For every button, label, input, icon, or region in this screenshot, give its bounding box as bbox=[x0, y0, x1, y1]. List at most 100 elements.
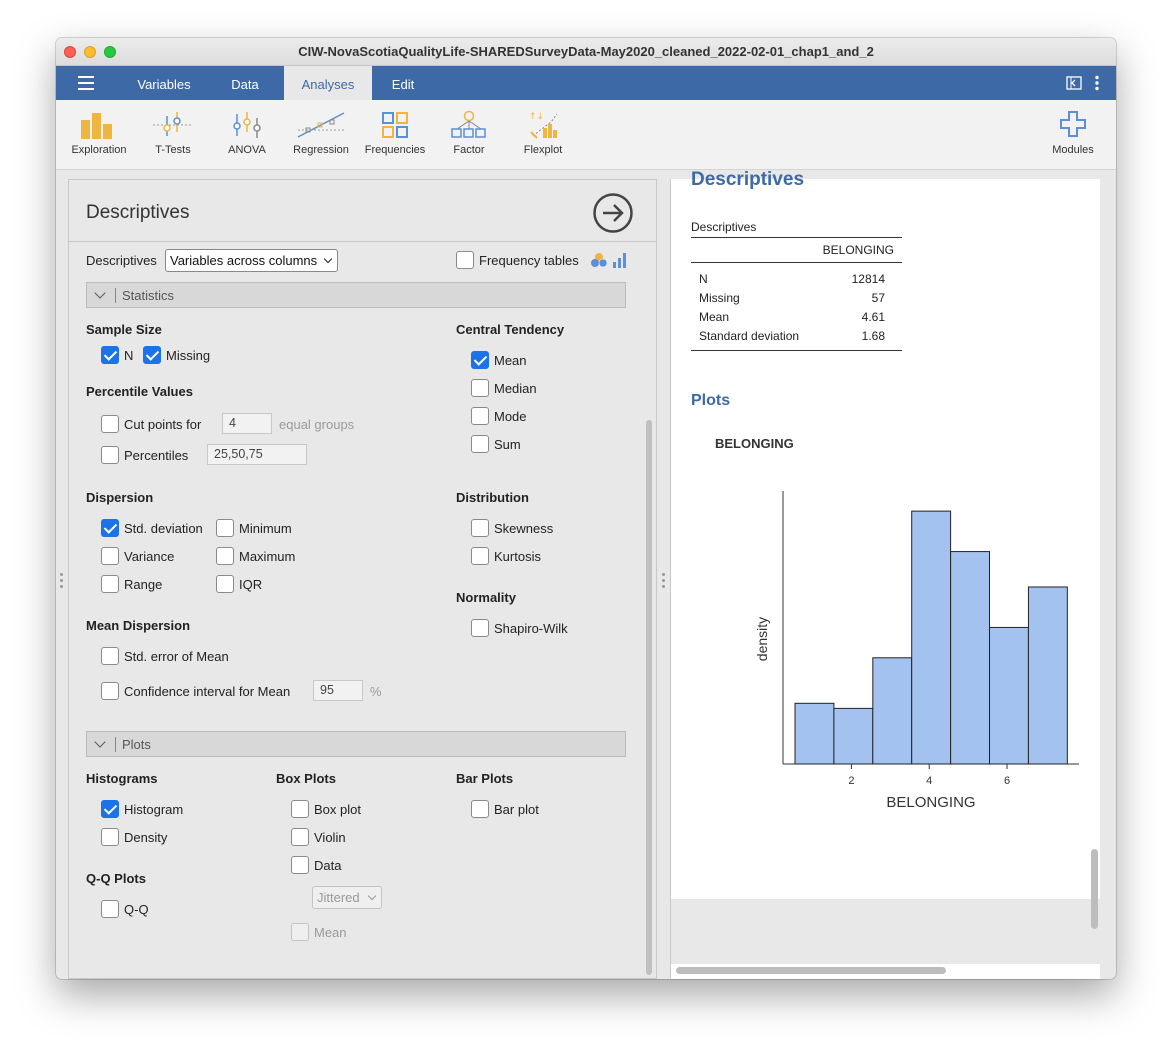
iqr-checkbox[interactable] bbox=[216, 575, 234, 593]
cut-points-checkbox[interactable] bbox=[101, 415, 119, 433]
factor-button[interactable]: Factor bbox=[432, 110, 506, 156]
kurtosis-label: Kurtosis bbox=[494, 549, 541, 564]
left-splitter-handle[interactable] bbox=[60, 573, 63, 589]
histogram-bar bbox=[950, 551, 991, 765]
right-splitter-handle[interactable] bbox=[662, 573, 665, 589]
n-checkbox[interactable] bbox=[101, 346, 119, 364]
box-plot-checkbox[interactable] bbox=[291, 800, 309, 818]
t-tests-label: T-Tests bbox=[155, 144, 191, 156]
boxplot-mean-checkbox[interactable] bbox=[291, 923, 309, 941]
missing-checkbox[interactable] bbox=[143, 346, 161, 364]
results-vertical-scrollbar[interactable] bbox=[1091, 849, 1098, 929]
ci-mean-checkbox[interactable] bbox=[101, 682, 119, 700]
anova-icon bbox=[233, 112, 261, 138]
mean-label: Mean bbox=[494, 353, 527, 368]
minimize-window-button[interactable] bbox=[84, 46, 96, 58]
qq-checkbox[interactable] bbox=[101, 900, 119, 918]
data-checkbox[interactable] bbox=[291, 856, 309, 874]
cut-points-input[interactable]: 4 bbox=[222, 413, 272, 434]
statistics-section-header[interactable]: Statistics bbox=[86, 282, 626, 308]
plots-section-header[interactable]: Plots bbox=[86, 731, 626, 757]
anova-button[interactable]: ANOVA bbox=[210, 110, 284, 156]
mean-checkbox[interactable] bbox=[471, 351, 489, 369]
tab-data[interactable]: Data bbox=[231, 77, 259, 92]
kurtosis-checkbox[interactable] bbox=[471, 547, 489, 565]
iqr-label: IQR bbox=[239, 577, 263, 592]
mode-switch-icon[interactable] bbox=[1066, 76, 1082, 90]
variance-label: Variance bbox=[124, 549, 175, 564]
boxplot-mean-label: Mean bbox=[314, 925, 347, 940]
skewness-label: Skewness bbox=[494, 521, 554, 536]
mode-checkbox[interactable] bbox=[471, 407, 489, 425]
ci-value-input[interactable]: 95 bbox=[313, 680, 363, 701]
density-checkbox[interactable] bbox=[101, 828, 119, 846]
maximum-checkbox[interactable] bbox=[216, 547, 234, 565]
svg-text:↑↓: ↑↓ bbox=[529, 112, 544, 122]
layout-value: Variables across columns bbox=[170, 253, 318, 268]
modules-label: Modules bbox=[1052, 144, 1094, 156]
x-tick-label: 2 bbox=[848, 775, 854, 787]
std-deviation-checkbox[interactable] bbox=[101, 519, 119, 537]
mean-dispersion-heading: Mean Dispersion bbox=[86, 618, 191, 633]
bar-plots-heading: Bar Plots bbox=[456, 771, 514, 786]
layout-select[interactable]: Variables across columns bbox=[165, 249, 338, 272]
violin-checkbox[interactable] bbox=[291, 828, 309, 846]
analysis-ribbon: Exploration T-Tests ANOVA Regression Fre… bbox=[56, 100, 1116, 170]
close-window-button[interactable] bbox=[64, 46, 76, 58]
jitter-select[interactable]: Jittered bbox=[312, 886, 382, 909]
regression-button[interactable]: Regression bbox=[284, 110, 358, 156]
exploration-icon bbox=[81, 113, 112, 139]
more-options-icon[interactable] bbox=[1094, 75, 1100, 91]
maximize-window-button[interactable] bbox=[104, 46, 116, 58]
x-axis-title: BELONGING bbox=[886, 794, 975, 811]
shapiro-wilk-checkbox[interactable] bbox=[471, 619, 489, 637]
violin-label: Violin bbox=[314, 830, 346, 845]
results-horizontal-scrollbar[interactable] bbox=[676, 967, 946, 974]
row-mean-label: Mean bbox=[699, 310, 730, 324]
normality-heading: Normality bbox=[456, 590, 516, 605]
percentiles-input[interactable]: 25,50,75 bbox=[207, 444, 307, 465]
frequencies-button[interactable]: Frequencies bbox=[358, 110, 432, 156]
frequency-tables-checkbox[interactable] bbox=[456, 251, 474, 269]
chevron-down-icon bbox=[323, 254, 333, 264]
frequencies-icon bbox=[382, 112, 408, 138]
bar-plot-checkbox[interactable] bbox=[471, 800, 489, 818]
se-mean-checkbox[interactable] bbox=[101, 647, 119, 665]
tab-analyses[interactable]: Analyses bbox=[284, 66, 372, 100]
hamburger-menu-icon[interactable] bbox=[78, 76, 94, 90]
tab-variables[interactable]: Variables bbox=[137, 77, 191, 92]
variance-checkbox[interactable] bbox=[101, 547, 119, 565]
median-checkbox[interactable] bbox=[471, 379, 489, 397]
analysis-title: Descriptives bbox=[86, 202, 190, 223]
tab-edit[interactable]: Edit bbox=[391, 77, 415, 92]
chevron-down-icon bbox=[367, 891, 377, 901]
modules-button[interactable]: Modules bbox=[1036, 110, 1110, 156]
histogram-checkbox[interactable] bbox=[101, 800, 119, 818]
qq-label: Q-Q bbox=[124, 902, 149, 917]
histogram-chart: 2 4 6 BELONGING density bbox=[754, 491, 1079, 811]
run-arrow-icon[interactable] bbox=[592, 192, 634, 234]
sum-checkbox[interactable] bbox=[471, 435, 489, 453]
options-panel: Descriptives Descriptives Variables acro… bbox=[68, 179, 657, 979]
flexplot-button[interactable]: ↑↓ Flexplot bbox=[506, 110, 580, 156]
exploration-button[interactable]: Exploration bbox=[62, 110, 136, 156]
minimum-label: Minimum bbox=[239, 521, 292, 536]
row-missing-label: Missing bbox=[699, 291, 740, 305]
skewness-checkbox[interactable] bbox=[471, 519, 489, 537]
factor-icon bbox=[451, 110, 486, 138]
jitter-value: Jittered bbox=[317, 890, 360, 905]
options-scrollbar[interactable] bbox=[646, 420, 652, 975]
results-panel: Descriptives Descriptives BELONGING N 12… bbox=[670, 169, 1101, 979]
frequency-tables-label: Frequency tables bbox=[479, 253, 579, 268]
histogram-bar bbox=[989, 626, 1029, 765]
range-checkbox[interactable] bbox=[101, 575, 119, 593]
t-tests-icon bbox=[153, 112, 193, 136]
app-window: CIW-NovaScotiaQualityLife-SHAREDSurveyDa… bbox=[56, 38, 1116, 979]
percentiles-checkbox[interactable] bbox=[101, 446, 119, 464]
row-n-label: N bbox=[699, 272, 708, 286]
dispersion-heading: Dispersion bbox=[86, 490, 154, 505]
maximum-label: Maximum bbox=[239, 549, 296, 564]
t-tests-button[interactable]: T-Tests bbox=[136, 110, 210, 156]
minimum-checkbox[interactable] bbox=[216, 519, 234, 537]
menu-bar: Variables Data Analyses Edit bbox=[56, 66, 1116, 100]
